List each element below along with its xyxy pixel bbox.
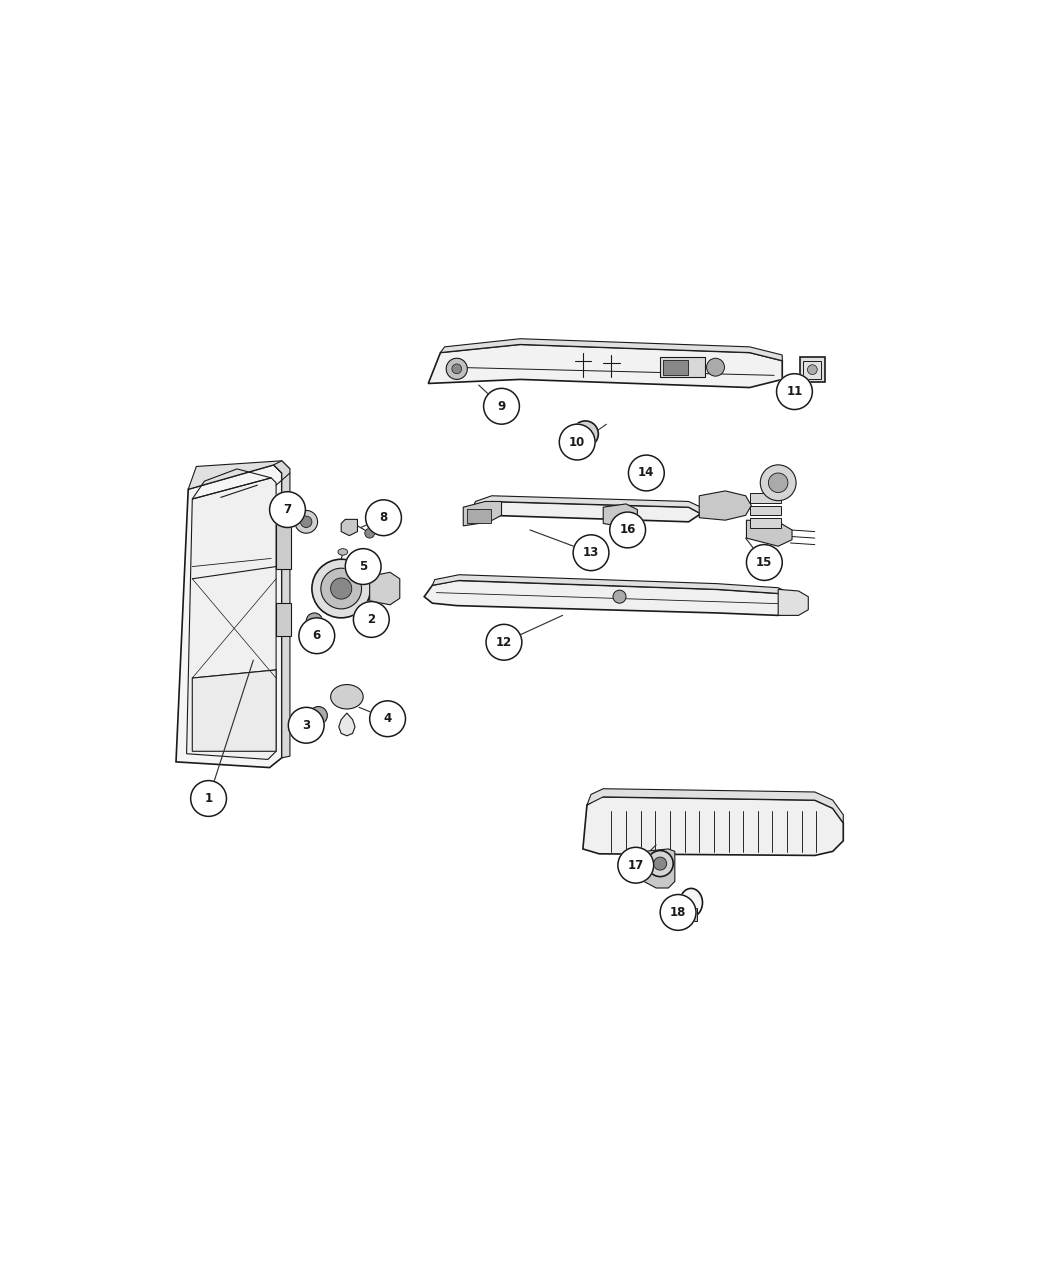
Polygon shape <box>339 713 355 736</box>
Text: 12: 12 <box>496 636 512 649</box>
Bar <box>750 493 780 504</box>
Circle shape <box>807 365 817 375</box>
Circle shape <box>365 500 401 536</box>
Circle shape <box>610 513 646 548</box>
Polygon shape <box>472 496 701 514</box>
Circle shape <box>295 510 317 533</box>
Bar <box>276 603 291 636</box>
Text: 14: 14 <box>638 467 654 479</box>
Circle shape <box>446 358 467 380</box>
Text: 4: 4 <box>383 713 392 725</box>
Polygon shape <box>370 572 400 604</box>
Circle shape <box>486 625 522 660</box>
Circle shape <box>331 578 352 599</box>
Text: 5: 5 <box>359 560 368 572</box>
Bar <box>276 524 291 569</box>
Circle shape <box>769 473 788 492</box>
Circle shape <box>370 701 405 737</box>
Text: 11: 11 <box>786 385 802 398</box>
Circle shape <box>572 421 598 448</box>
Circle shape <box>270 492 306 528</box>
Text: 16: 16 <box>620 524 636 537</box>
Text: 8: 8 <box>379 511 387 524</box>
Polygon shape <box>587 789 843 822</box>
Circle shape <box>629 455 665 491</box>
Polygon shape <box>428 344 782 388</box>
Circle shape <box>760 465 796 501</box>
Polygon shape <box>778 589 808 616</box>
Polygon shape <box>341 519 357 536</box>
Bar <box>750 506 780 515</box>
Circle shape <box>354 602 390 638</box>
Circle shape <box>560 425 595 460</box>
Circle shape <box>654 857 667 870</box>
Circle shape <box>617 848 654 884</box>
Text: 3: 3 <box>302 719 310 732</box>
Polygon shape <box>699 491 752 520</box>
Polygon shape <box>463 501 502 525</box>
Circle shape <box>300 516 312 528</box>
Circle shape <box>579 427 592 440</box>
Bar <box>803 361 821 379</box>
Circle shape <box>310 706 328 724</box>
Bar <box>686 908 697 921</box>
Text: 1: 1 <box>205 792 212 805</box>
Circle shape <box>747 544 782 580</box>
Ellipse shape <box>338 548 348 555</box>
Text: 17: 17 <box>628 859 644 872</box>
Polygon shape <box>441 339 782 361</box>
Polygon shape <box>187 478 276 760</box>
Circle shape <box>191 780 227 816</box>
Circle shape <box>289 708 324 743</box>
Circle shape <box>299 618 335 654</box>
Text: 15: 15 <box>756 556 773 569</box>
Circle shape <box>707 358 724 376</box>
Circle shape <box>777 374 813 409</box>
Polygon shape <box>274 460 290 757</box>
Circle shape <box>573 534 609 571</box>
Text: 6: 6 <box>313 630 321 643</box>
Polygon shape <box>176 465 281 768</box>
Circle shape <box>647 850 673 877</box>
Text: 2: 2 <box>368 613 375 626</box>
Circle shape <box>452 363 462 374</box>
Ellipse shape <box>679 889 702 917</box>
Circle shape <box>660 895 696 931</box>
Text: 10: 10 <box>569 436 585 449</box>
Circle shape <box>484 389 520 425</box>
Circle shape <box>613 590 626 603</box>
Text: 7: 7 <box>284 504 292 516</box>
Bar <box>750 518 780 528</box>
Circle shape <box>307 613 322 630</box>
Text: 13: 13 <box>583 546 600 560</box>
Polygon shape <box>644 849 675 887</box>
Ellipse shape <box>331 685 363 709</box>
Circle shape <box>312 560 371 618</box>
Bar <box>466 509 491 524</box>
Bar <box>664 360 688 375</box>
Circle shape <box>321 569 361 609</box>
Polygon shape <box>192 669 276 751</box>
Text: 18: 18 <box>670 907 687 919</box>
Text: 9: 9 <box>498 400 506 413</box>
Polygon shape <box>188 460 290 490</box>
Polygon shape <box>465 501 701 521</box>
Polygon shape <box>747 520 792 546</box>
Polygon shape <box>433 575 791 599</box>
Bar <box>660 357 705 377</box>
Polygon shape <box>603 504 637 528</box>
Polygon shape <box>424 580 791 616</box>
Bar <box>800 357 824 381</box>
Polygon shape <box>583 797 843 856</box>
Circle shape <box>364 528 375 538</box>
Circle shape <box>345 548 381 584</box>
